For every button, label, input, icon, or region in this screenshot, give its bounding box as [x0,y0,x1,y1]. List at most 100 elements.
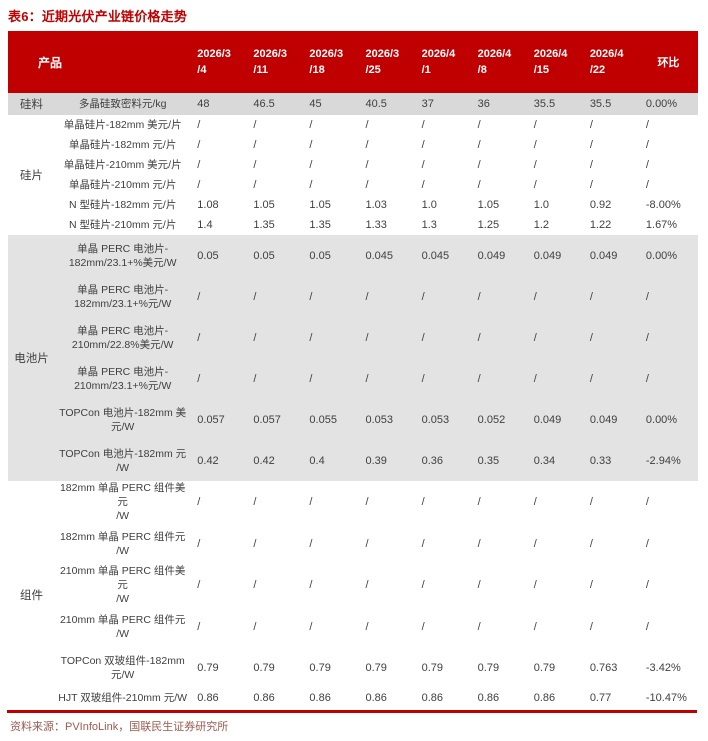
wow-cell: / [645,537,649,550]
table-row: TOPCon 电池片-182mm 元/W 0.42 0.42 0.4 0.39 0.36 0… [8,440,698,481]
value-cell: 0.79 [477,661,500,674]
value-cell: 0.79 [197,661,219,674]
value-cell: 0.763 [589,661,618,674]
value-cell: 0.33 [582,440,639,481]
wow-cell: 0.00% [638,93,698,115]
header-date-line: 2026/4 [477,48,512,60]
value-cell: 0.052 [470,399,527,440]
value-cell: / [309,179,313,191]
category-cell: 硅料 [8,93,56,115]
wow-cell: / [645,139,649,151]
value-cell: / [477,496,481,508]
product-label-line: 210mm/23.1+%元/W [74,379,172,392]
wow-cell: / [645,159,649,171]
value-cell: / [582,276,639,317]
product-label-line: /W [116,593,130,605]
header-date-line: /11 [253,64,269,76]
value-cell: 1.35 [253,219,275,231]
value-cell: 1.05 [253,199,275,211]
table-header: 产品 2026/3/4 2026/3/11 2026/3/18 2026/3/25 202… [8,31,698,93]
product-label-line: 单晶硅片-182mm 美元/片 [63,119,182,131]
value-cell: / [246,317,303,358]
header-cell-date: 2026/4/8 [470,31,527,93]
value-cell: 0.79 [309,661,331,674]
wow-cell: / [638,317,698,358]
wow-cell: / [645,119,649,131]
value-cell: 46.5 [246,93,303,115]
value-cell: 0.34 [526,440,583,481]
product-label-line: TOPCon 双玻组件-182mm [60,654,185,667]
value-cell: 0.053 [358,399,415,440]
product-label-line: 单晶硅片-182mm 元/片 [68,139,177,151]
value-cell: / [302,276,359,317]
value-cell: / [477,179,481,191]
header-date-line: 2026/3 [309,48,344,60]
source-note: 资料来源：PVInfoLink，国联民生证券研究所 [10,721,229,733]
header-cell-date: 2026/4/15 [526,31,583,93]
product-label-cell: TOPCon 电池片-182mm 美元/W [55,399,191,440]
value-cell: / [421,139,425,151]
wow-cell: / [638,276,698,317]
wow-cell: / [645,620,649,633]
value-cell: / [309,579,313,591]
value-cell: / [365,620,369,633]
value-cell: / [477,537,481,550]
value-cell: / [358,276,415,317]
header-cell-product: 产品 [8,31,191,93]
wow-cell: 0.00% [638,399,698,440]
value-cell: 48 [190,93,247,115]
wow-cell: 0.00% [638,235,698,276]
value-cell: / [365,159,369,171]
value-cell: 0.053 [414,399,471,440]
value-cell: / [589,139,593,151]
value-cell: / [421,119,425,131]
table-row: N 型硅片-210mm 元/片 1.4 1.35 1.35 1.33 1.3 1.25 1.2… [8,215,698,235]
value-cell: / [589,496,593,508]
value-cell: / [253,159,257,171]
value-cell: / [589,179,593,191]
value-cell: 35.5 [526,93,583,115]
value-cell: 0.05 [190,235,247,276]
value-cell: / [253,620,257,633]
product-label-cell: 单晶 PERC 电池片- 182mm/23.1+%元/W [55,276,191,317]
header-date-line: /22 [589,64,606,76]
table-row: TOPCon 双玻组件-182mm 元/W 0.79 0.79 0.79 0.79 0.79… [8,647,698,688]
table-row: 硅料 多晶硅致密料元/kg 48 46.5 45 40.5 37 36 35.5 35.5 0.00… [8,93,698,115]
value-cell: 0.86 [533,692,556,704]
value-cell: / [253,139,257,151]
value-cell: 0.055 [302,399,359,440]
value-cell: / [253,179,257,191]
header-date-line: 2026/4 [533,48,568,60]
header-cell-date: 2026/3/11 [246,31,303,93]
header-cell-wow: 环比 [638,31,698,93]
wow-cell: / [645,179,649,191]
table-row: 电池片 单晶 PERC 电池片- 182mm/23.1+%美元/W 0.05 0.05 0… [8,235,698,481]
value-cell: / [253,119,257,131]
product-label-line: HJT 双玻组件-210mm 元/W [58,692,188,704]
value-cell: 0.045 [414,235,471,276]
table-row: 单晶硅片-210mm 美元/片 / / / / / / / / / [8,155,698,175]
value-cell: / [589,159,593,171]
value-cell: 0.79 [365,661,387,674]
value-cell: 0.79 [421,661,443,674]
product-label-line: 单晶 PERC 电池片- [77,365,169,378]
value-cell: / [533,179,537,191]
product-label-cell: 单晶 PERC 电池片- 210mm/23.1+%元/W [55,358,191,399]
value-cell: 0.77 [589,692,612,704]
value-cell: 0.79 [533,661,556,674]
value-cell: 0.049 [526,235,583,276]
value-cell: 0.86 [477,692,500,704]
product-label-cell: 210mm 单晶 PERC 组件美元/W [55,564,190,606]
value-cell: / [589,620,593,633]
value-cell: / [477,159,481,171]
value-cell: 0.42 [190,440,247,481]
value-cell: / [365,179,369,191]
header-cell-date: 2026/3/25 [358,31,415,93]
value-cell: 1.05 [477,199,500,211]
value-cell: / [533,139,537,151]
value-cell: 0.049 [582,235,639,276]
value-cell: 1.22 [589,219,612,231]
product-label-cell: 单晶硅片-210mm 元/片 [55,175,190,195]
value-cell: / [309,159,313,171]
product-label-cell: 多晶硅致密料元/kg [55,93,191,115]
